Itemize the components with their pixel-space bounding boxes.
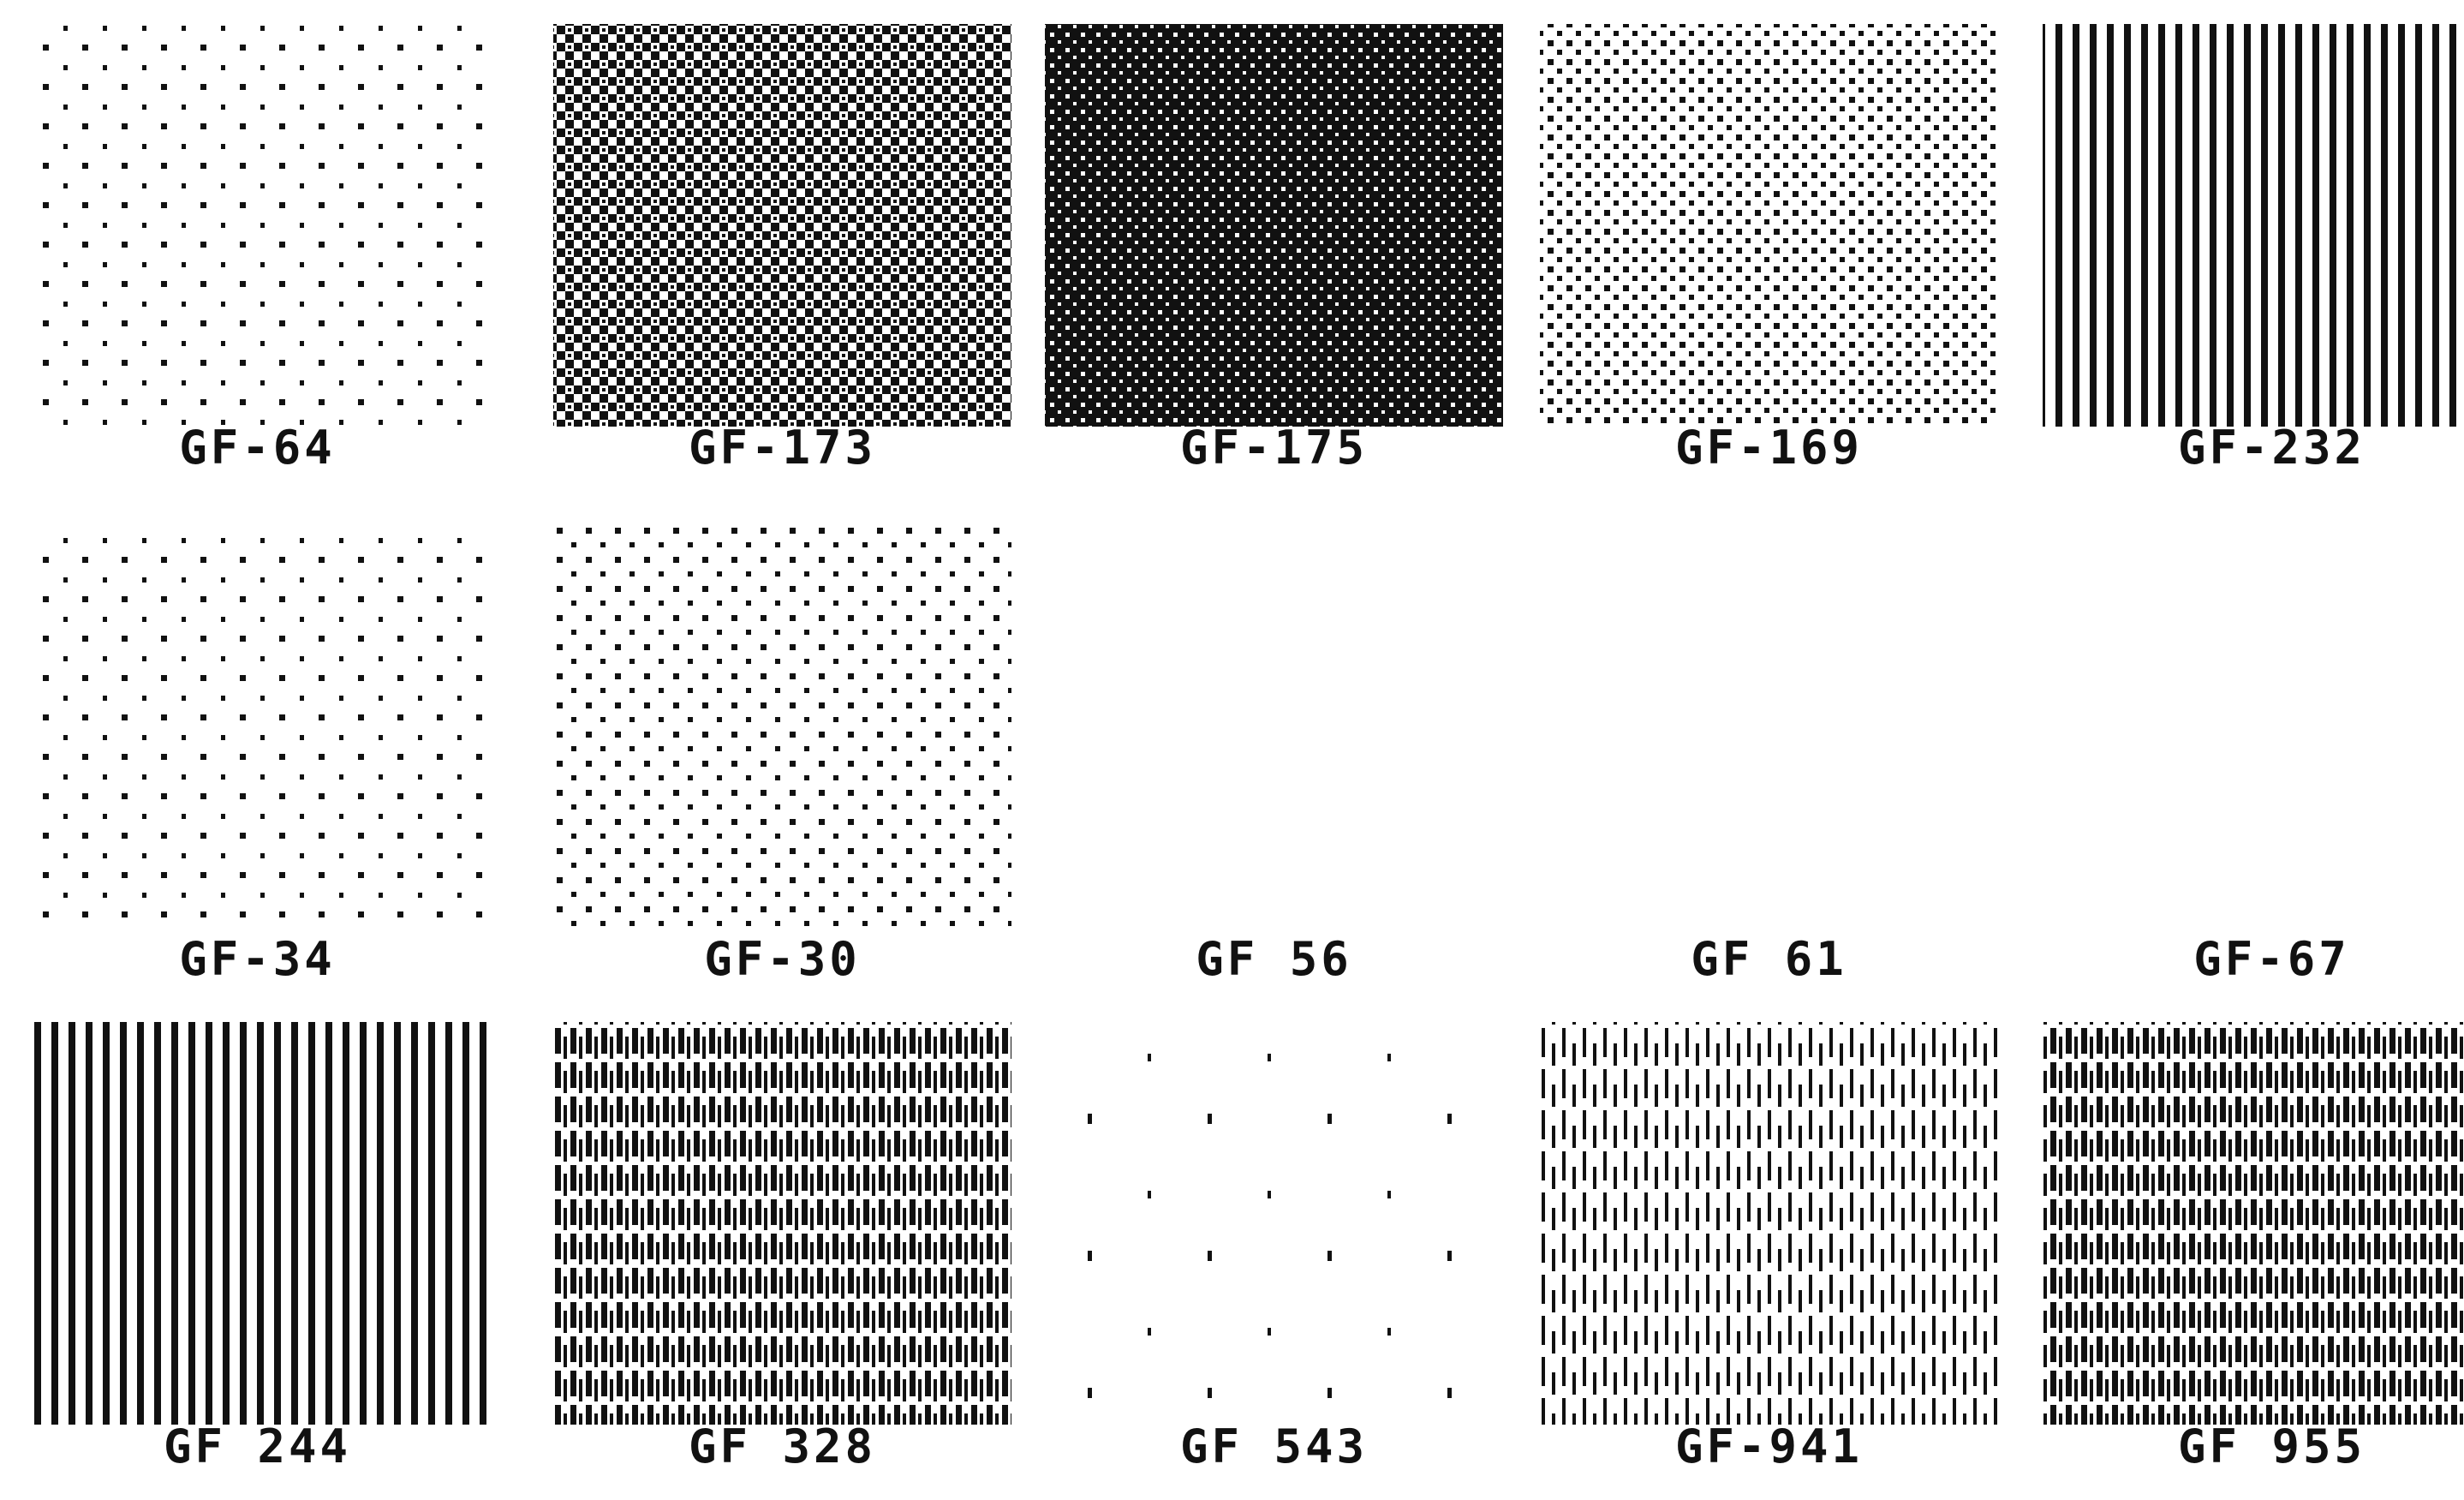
texture-swatch [28,527,486,929]
texture-tile: GF 955 [2043,1022,2464,1473]
texture-swatch [1540,1022,1998,1425]
texture-swatch [1045,1022,1503,1425]
tile-label: GF 244 [164,1419,351,1473]
tile-grid: GF-64 GF-173 GF-175 GF-169 GF-232 GF-34 GF-30 G… [28,24,2464,1473]
texture-tile: GF-169 [1540,24,1998,475]
tile-label: GF 328 [689,1419,876,1473]
tile-label: GF-30 [704,932,861,986]
tile-label: GF-64 [179,421,336,475]
texture-swatch [553,24,1011,427]
texture-swatch [2043,1022,2464,1425]
tile-label: GF-34 [179,932,336,986]
texture-swatch [553,527,1011,929]
texture-tile: GF 244 [28,1022,486,1473]
texture-tile: GF-941 [1540,1022,1998,1473]
texture-swatch [28,24,486,427]
tile-label: GF 955 [2178,1419,2366,1473]
tile-label: GF-941 [1675,1419,1863,1473]
texture-swatch [553,1022,1011,1425]
texture-tile: GF 328 [553,1022,1011,1473]
texture-tile: GF 61 [1691,932,1847,986]
tile-label: GF 61 [1691,932,1847,986]
texture-tile: GF-30 [553,527,1011,986]
tile-label: GF-173 [689,421,876,475]
texture-tile: GF-175 [1045,24,1503,475]
tile-label: GF-67 [2193,932,2350,986]
texture-tile: GF 543 [1045,1022,1503,1473]
texture-tile: GF-173 [553,24,1011,475]
tile-label: GF 56 [1196,932,1352,986]
texture-swatch [28,1022,486,1425]
texture-tile: GF 56 [1196,932,1352,986]
tile-label: GF 543 [1180,1419,1368,1473]
texture-tile: GF-67 [2193,932,2350,986]
texture-tile: GF-232 [2043,24,2464,475]
tile-label: GF-232 [2178,421,2366,475]
tile-label: GF-175 [1180,421,1368,475]
texture-tile: GF-34 [28,527,486,986]
texture-swatch [1540,24,1998,427]
texture-tile: GF-64 [28,24,486,475]
tile-label: GF-169 [1675,421,1863,475]
texture-swatch [1045,24,1503,427]
texture-swatch [2043,24,2464,427]
